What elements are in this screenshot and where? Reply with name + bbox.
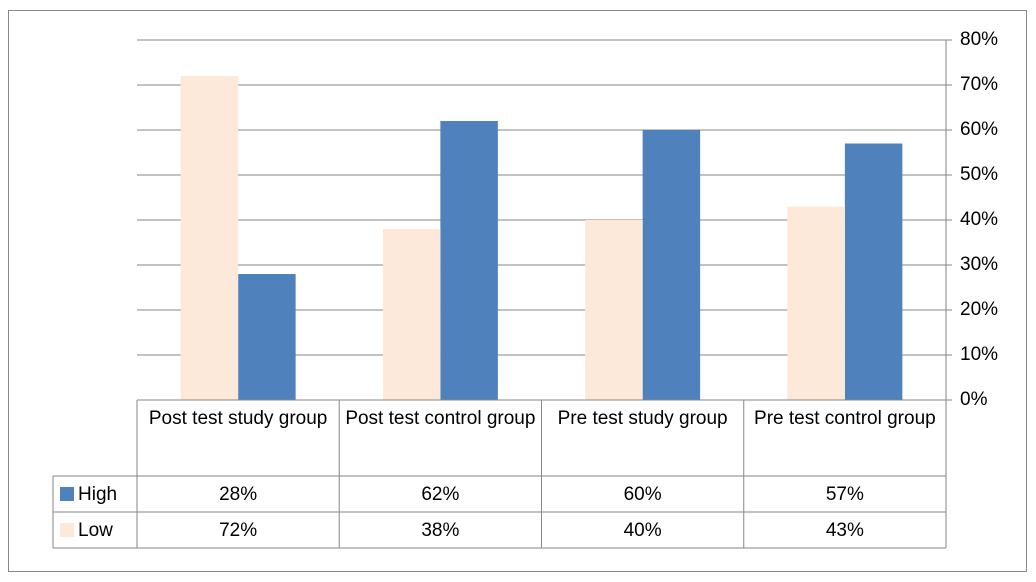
bar: [238, 274, 296, 400]
bar: [180, 76, 239, 400]
table-value: 62%: [421, 484, 459, 505]
table-value: 38%: [421, 520, 459, 541]
x-tick-label: Pre test study group: [558, 408, 728, 429]
legend-label: Low: [78, 520, 113, 541]
table-value: 40%: [624, 520, 662, 541]
legend-label: High: [78, 484, 117, 505]
legend-swatch: [60, 523, 74, 537]
bar: [585, 220, 643, 400]
bar: [382, 229, 441, 400]
table-value: 57%: [826, 484, 864, 505]
y-tick-label: 20%: [960, 299, 998, 320]
bar: [642, 130, 701, 400]
y-tick-label: 30%: [960, 254, 998, 275]
x-tick-label: Post test control group: [345, 408, 535, 429]
bar: [844, 143, 903, 400]
x-tick-label: Pre test control group: [754, 408, 936, 429]
x-tick-label: Post test study group: [149, 408, 328, 429]
table-value: 43%: [826, 520, 864, 541]
y-tick-label: 70%: [960, 74, 998, 95]
bar: [440, 121, 498, 400]
bar: [787, 206, 845, 400]
table-value: 28%: [219, 484, 257, 505]
y-tick-label: 50%: [960, 164, 998, 185]
y-tick-label: 10%: [960, 344, 998, 365]
legend-swatch: [60, 487, 74, 501]
y-tick-label: 40%: [960, 209, 998, 230]
y-tick-label: 60%: [960, 119, 998, 140]
y-tick-label: 80%: [960, 29, 998, 50]
table-value: 60%: [624, 484, 662, 505]
y-tick-label: 0%: [960, 389, 988, 410]
table-value: 72%: [219, 520, 257, 541]
